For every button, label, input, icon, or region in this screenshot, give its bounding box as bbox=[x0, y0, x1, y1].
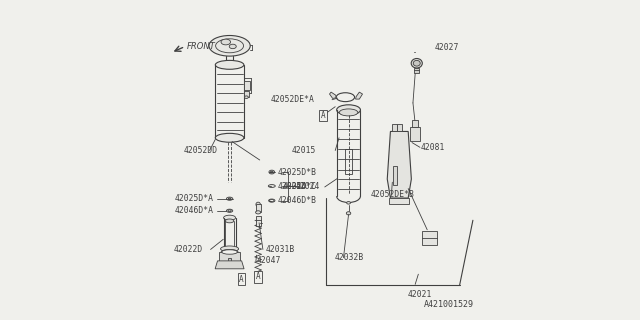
Bar bbox=[414, 68, 419, 73]
Text: 42022D: 42022D bbox=[174, 245, 204, 254]
Ellipse shape bbox=[268, 185, 275, 188]
Ellipse shape bbox=[271, 171, 273, 173]
Bar bbox=[244, 91, 249, 97]
Bar bbox=[410, 127, 420, 141]
Ellipse shape bbox=[221, 250, 237, 254]
Text: 42021: 42021 bbox=[407, 290, 431, 299]
Bar bbox=[389, 198, 408, 204]
Text: FRONT: FRONT bbox=[187, 42, 216, 51]
Ellipse shape bbox=[269, 170, 275, 174]
Ellipse shape bbox=[229, 44, 236, 49]
Ellipse shape bbox=[225, 219, 234, 223]
Bar bbox=[255, 204, 260, 212]
Polygon shape bbox=[215, 261, 244, 269]
Text: 42046D*A: 42046D*A bbox=[175, 206, 214, 215]
Polygon shape bbox=[356, 92, 362, 99]
Ellipse shape bbox=[256, 202, 260, 207]
Text: 42046D*B: 42046D*B bbox=[277, 196, 316, 205]
Bar bbox=[255, 216, 260, 226]
Bar bbox=[244, 81, 250, 90]
Ellipse shape bbox=[269, 199, 274, 202]
Ellipse shape bbox=[337, 105, 360, 115]
Bar bbox=[412, 120, 418, 127]
Bar bbox=[397, 124, 402, 132]
Ellipse shape bbox=[228, 198, 231, 199]
Text: 42015: 42015 bbox=[292, 146, 316, 155]
Text: A: A bbox=[321, 111, 326, 120]
Text: 42032B: 42032B bbox=[334, 253, 364, 262]
Text: 42031B: 42031B bbox=[266, 245, 295, 254]
Polygon shape bbox=[330, 92, 336, 99]
Bar bbox=[219, 252, 241, 261]
Ellipse shape bbox=[209, 36, 250, 56]
Bar bbox=[393, 166, 397, 185]
Text: 42052DE*B: 42052DE*B bbox=[371, 190, 415, 199]
Bar bbox=[422, 231, 436, 245]
Text: 42052DE*A: 42052DE*A bbox=[271, 95, 314, 104]
Ellipse shape bbox=[413, 60, 420, 66]
Ellipse shape bbox=[412, 59, 422, 68]
Polygon shape bbox=[387, 132, 412, 198]
Ellipse shape bbox=[347, 202, 351, 204]
Text: 42081: 42081 bbox=[421, 143, 445, 152]
Ellipse shape bbox=[223, 215, 236, 220]
Ellipse shape bbox=[339, 109, 358, 116]
Bar bbox=[392, 124, 397, 132]
Text: 42052DD: 42052DD bbox=[184, 146, 218, 155]
Ellipse shape bbox=[215, 133, 244, 142]
Text: 42025D*A: 42025D*A bbox=[175, 194, 214, 203]
Text: 42047: 42047 bbox=[257, 256, 281, 265]
Text: A: A bbox=[256, 272, 260, 281]
Text: A: A bbox=[239, 275, 244, 284]
Text: 42027: 42027 bbox=[435, 43, 460, 52]
Text: 42024: 42024 bbox=[283, 182, 307, 191]
Ellipse shape bbox=[221, 39, 230, 45]
Text: 42025D*C: 42025D*C bbox=[277, 181, 316, 190]
Text: A421001529: A421001529 bbox=[424, 300, 474, 309]
Bar bbox=[228, 258, 232, 261]
Ellipse shape bbox=[221, 250, 238, 254]
Ellipse shape bbox=[244, 96, 248, 99]
Ellipse shape bbox=[227, 197, 233, 200]
Ellipse shape bbox=[255, 211, 260, 214]
Text: 42024: 42024 bbox=[295, 182, 319, 191]
Ellipse shape bbox=[346, 212, 351, 215]
Ellipse shape bbox=[221, 246, 239, 252]
Text: 42025D*B: 42025D*B bbox=[277, 168, 316, 177]
Bar bbox=[346, 149, 352, 174]
Ellipse shape bbox=[215, 60, 244, 69]
Ellipse shape bbox=[227, 209, 233, 212]
